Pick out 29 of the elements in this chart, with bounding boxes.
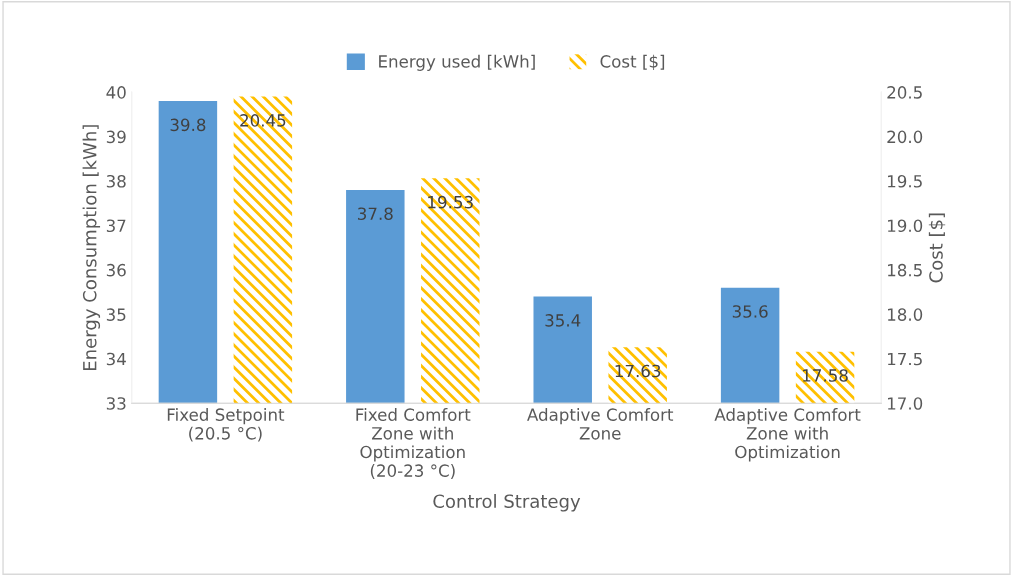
y2-tick-label: 17.0 xyxy=(888,397,923,410)
legend-label: Cost [$] xyxy=(600,54,665,70)
y2-tick-label: 19.5 xyxy=(888,174,922,188)
legend-label: Energy used [kWh] xyxy=(379,54,535,71)
y-tick-label: 33 xyxy=(106,397,126,410)
y2-tick-label: 19.0 xyxy=(888,219,923,233)
y-tick-label: 35 xyxy=(106,308,126,321)
x-tick-label: Adaptive Comfort Zone with Optimization xyxy=(714,408,861,462)
y2-tick-label: 20.5 xyxy=(887,86,922,99)
data-label: 35.6 xyxy=(732,305,768,318)
data-label: 37.8 xyxy=(358,207,393,221)
y-tick-label: 37 xyxy=(106,219,126,233)
y2-axis-title: Cost [$] xyxy=(928,213,946,283)
y2-tick-label: 20.0 xyxy=(887,130,923,144)
x-axis-title: Control Strategy xyxy=(433,494,581,512)
y-tick-label: 38 xyxy=(106,174,126,188)
x-tick-label: Fixed Setpoint (20.5 °C) xyxy=(167,408,285,442)
y2-tick-label: 17.5 xyxy=(888,352,922,366)
y2-tick-label: 18.5 xyxy=(888,263,922,277)
y-tick-label: 34 xyxy=(106,352,126,366)
y-tick-label: 40 xyxy=(106,86,126,99)
data-label: 39.8 xyxy=(170,118,206,132)
y-tick-label: 36 xyxy=(106,263,126,277)
y-axis-title: Energy Consumption [kWh] xyxy=(82,125,101,370)
data-label: 35.4 xyxy=(545,314,581,327)
x-tick-label: Fixed Comfort Zone with Optimization (20-23 °C) xyxy=(356,408,471,479)
y-tick-label: 39 xyxy=(106,130,126,144)
y2-tick-label: 18.0 xyxy=(888,308,923,321)
x-tick-label: Adaptive Comfort Zone xyxy=(527,408,674,440)
